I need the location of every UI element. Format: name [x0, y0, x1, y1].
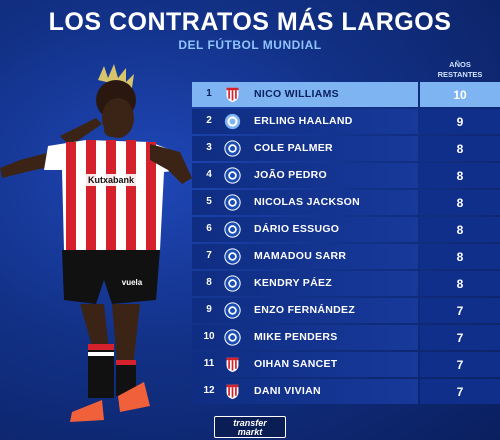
row-player-name: DANI VIVIAN: [254, 385, 321, 397]
table-row: 1 NICO WILLIAMS 10: [192, 82, 500, 107]
row-player-name: MIKE PENDERS: [254, 331, 338, 343]
chelsea-crest-icon: [224, 329, 241, 346]
row-years: 10: [420, 82, 500, 107]
row-player-name: JOÃO PEDRO: [254, 169, 328, 181]
table-row: 10 MIKE PENDERS 7: [192, 325, 500, 350]
chelsea-crest-icon: [224, 248, 241, 265]
chelsea-crest-icon: [224, 167, 241, 184]
table-row: 11 OIHAN SANCET 7: [192, 352, 500, 377]
row-player-name: ERLING HAALAND: [254, 115, 353, 127]
row-rank: 11: [203, 358, 215, 369]
athletic-crest-icon: [226, 384, 239, 400]
row-player-name: NICOLAS JACKSON: [254, 196, 361, 208]
row-years: 7: [420, 325, 500, 350]
chelsea-crest-icon: [224, 194, 241, 211]
row-years: 8: [420, 271, 500, 296]
row-years: 7: [420, 298, 500, 323]
man-city-crest-icon: [224, 113, 241, 130]
row-player-name: KENDRY PÁEZ: [254, 277, 332, 289]
logo-line2: markt: [237, 427, 263, 437]
chelsea-crest-icon: [224, 140, 241, 157]
table-row: 7 MAMADOU SARR 8: [192, 244, 500, 269]
athletic-crest-icon: [226, 87, 239, 103]
column-header-years: AÑOS RESTANTES: [420, 60, 500, 80]
athletic-crest-icon: [226, 357, 239, 373]
jersey-sponsor: Kutxabank: [88, 175, 135, 185]
row-name-cell: 2 ERLING HAALAND: [192, 109, 418, 134]
table-row: 5 NICOLAS JACKSON 8: [192, 190, 500, 215]
row-rank: 3: [206, 142, 212, 153]
row-rank: 7: [206, 250, 212, 261]
row-name-cell: 9 ENZO FERNÁNDEZ: [192, 298, 418, 323]
row-years: 7: [420, 352, 500, 377]
row-years: 8: [420, 244, 500, 269]
row-player-name: COLE PALMER: [254, 142, 333, 154]
table-row: 4 JOÃO PEDRO 8: [192, 163, 500, 188]
page-title: LOS CONTRATOS MÁS LARGOS: [48, 8, 452, 36]
row-name-cell: 5 NICOLAS JACKSON: [192, 190, 418, 215]
row-years: 8: [420, 217, 500, 242]
row-name-cell: 10 MIKE PENDERS: [192, 325, 418, 350]
row-name-cell: 4 JOÃO PEDRO: [192, 163, 418, 188]
row-rank: 5: [206, 196, 212, 207]
row-name-cell: 3 COLE PALMER: [192, 136, 418, 161]
row-name-cell: 7 MAMADOU SARR: [192, 244, 418, 269]
table-row: 8 KENDRY PÁEZ 8: [192, 271, 500, 296]
row-years: 7: [420, 379, 500, 404]
table-row: 3 COLE PALMER 8: [192, 136, 500, 161]
table-row: 6 DÁRIO ESSUGO 8: [192, 217, 500, 242]
row-name-cell: 11 OIHAN SANCET: [192, 352, 418, 377]
row-rank: 12: [203, 385, 215, 396]
row-rank: 1: [206, 88, 212, 99]
row-years: 8: [420, 163, 500, 188]
table-row: 12 DANI VIVIAN 7: [192, 379, 500, 404]
chelsea-crest-icon: [224, 275, 241, 292]
row-rank: 10: [203, 331, 215, 342]
row-player-name: ENZO FERNÁNDEZ: [254, 304, 356, 316]
row-rank: 6: [206, 223, 212, 234]
row-years: 8: [420, 136, 500, 161]
row-years: 9: [420, 109, 500, 134]
row-rank: 8: [206, 277, 212, 288]
page-subtitle: DEL FÚTBOL MUNDIAL: [178, 38, 322, 52]
contracts-table: 1 NICO WILLIAMS 10 2 ERLING HAALAND 9 3 …: [192, 82, 500, 406]
logo-line1: transfer: [233, 418, 267, 428]
row-name-cell: 8 KENDRY PÁEZ: [192, 271, 418, 296]
table-row: 9 ENZO FERNÁNDEZ 7: [192, 298, 500, 323]
row-player-name: DÁRIO ESSUGO: [254, 223, 340, 235]
row-rank: 4: [206, 169, 212, 180]
row-name-cell: 1 NICO WILLIAMS: [192, 82, 418, 107]
row-name-cell: 6 DÁRIO ESSUGO: [192, 217, 418, 242]
table-row: 2 ERLING HAALAND 9: [192, 109, 500, 134]
player-illustration: Kutxabank vuela: [0, 64, 192, 422]
row-player-name: NICO WILLIAMS: [254, 88, 339, 100]
row-rank: 9: [206, 304, 212, 315]
column-header-line1: AÑOS: [449, 60, 471, 69]
row-rank: 2: [206, 115, 212, 126]
row-player-name: OIHAN SANCET: [254, 358, 338, 370]
row-name-cell: 12 DANI VIVIAN: [192, 379, 418, 404]
transfermarkt-logo: transfer markt: [214, 416, 286, 438]
column-header-line2: RESTANTES: [437, 70, 483, 79]
row-years: 8: [420, 190, 500, 215]
chelsea-crest-icon: [224, 302, 241, 319]
shorts-sponsor: vuela: [122, 278, 143, 287]
chelsea-crest-icon: [224, 221, 241, 238]
row-player-name: MAMADOU SARR: [254, 250, 347, 262]
